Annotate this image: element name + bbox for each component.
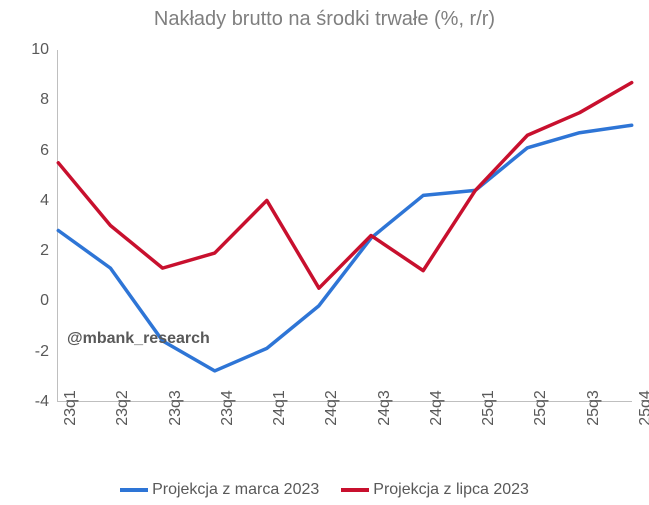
x-tick-label: 23q3: [167, 390, 185, 426]
x-tick-label: 23q4: [219, 390, 237, 426]
legend-item-1: Projekcja z lipca 2023: [341, 481, 529, 499]
watermark: @mbank_research: [67, 330, 210, 348]
plot-area: [57, 50, 632, 402]
x-tick-label: 25q1: [480, 390, 498, 426]
x-tick-label: 24q1: [271, 390, 289, 426]
x-tick-label: 23q1: [62, 390, 80, 426]
x-tick-label: 24q2: [323, 390, 341, 426]
chart-container: Nakłady brutto na środki trwałe (%, r/r)…: [0, 0, 649, 505]
y-tick-label: -2: [9, 343, 49, 361]
legend-label-1: Projekcja z lipca 2023: [373, 481, 529, 499]
legend: Projekcja z marca 2023 Projekcja z lipca…: [0, 481, 649, 499]
legend-swatch-0: [120, 488, 148, 492]
series-line: [58, 83, 631, 289]
x-tick-label: 25q2: [532, 390, 550, 426]
y-tick-label: 10: [9, 41, 49, 59]
x-tick-label: 23q2: [114, 390, 132, 426]
chart-title: Nakłady brutto na środki trwałe (%, r/r): [0, 8, 649, 31]
x-tick-label: 24q3: [376, 390, 394, 426]
plot-svg: [58, 50, 632, 401]
y-tick-label: 6: [9, 142, 49, 160]
legend-swatch-1: [341, 488, 369, 492]
y-tick-label: -4: [9, 393, 49, 411]
legend-item-0: Projekcja z marca 2023: [120, 481, 319, 499]
y-tick-label: 8: [9, 91, 49, 109]
y-tick-label: 0: [9, 292, 49, 310]
x-tick-label: 25q3: [585, 390, 603, 426]
y-tick-label: 4: [9, 192, 49, 210]
x-tick-label: 25q4: [637, 390, 649, 426]
legend-label-0: Projekcja z marca 2023: [152, 481, 319, 499]
y-tick-label: 2: [9, 242, 49, 260]
x-tick-label: 24q4: [428, 390, 446, 426]
